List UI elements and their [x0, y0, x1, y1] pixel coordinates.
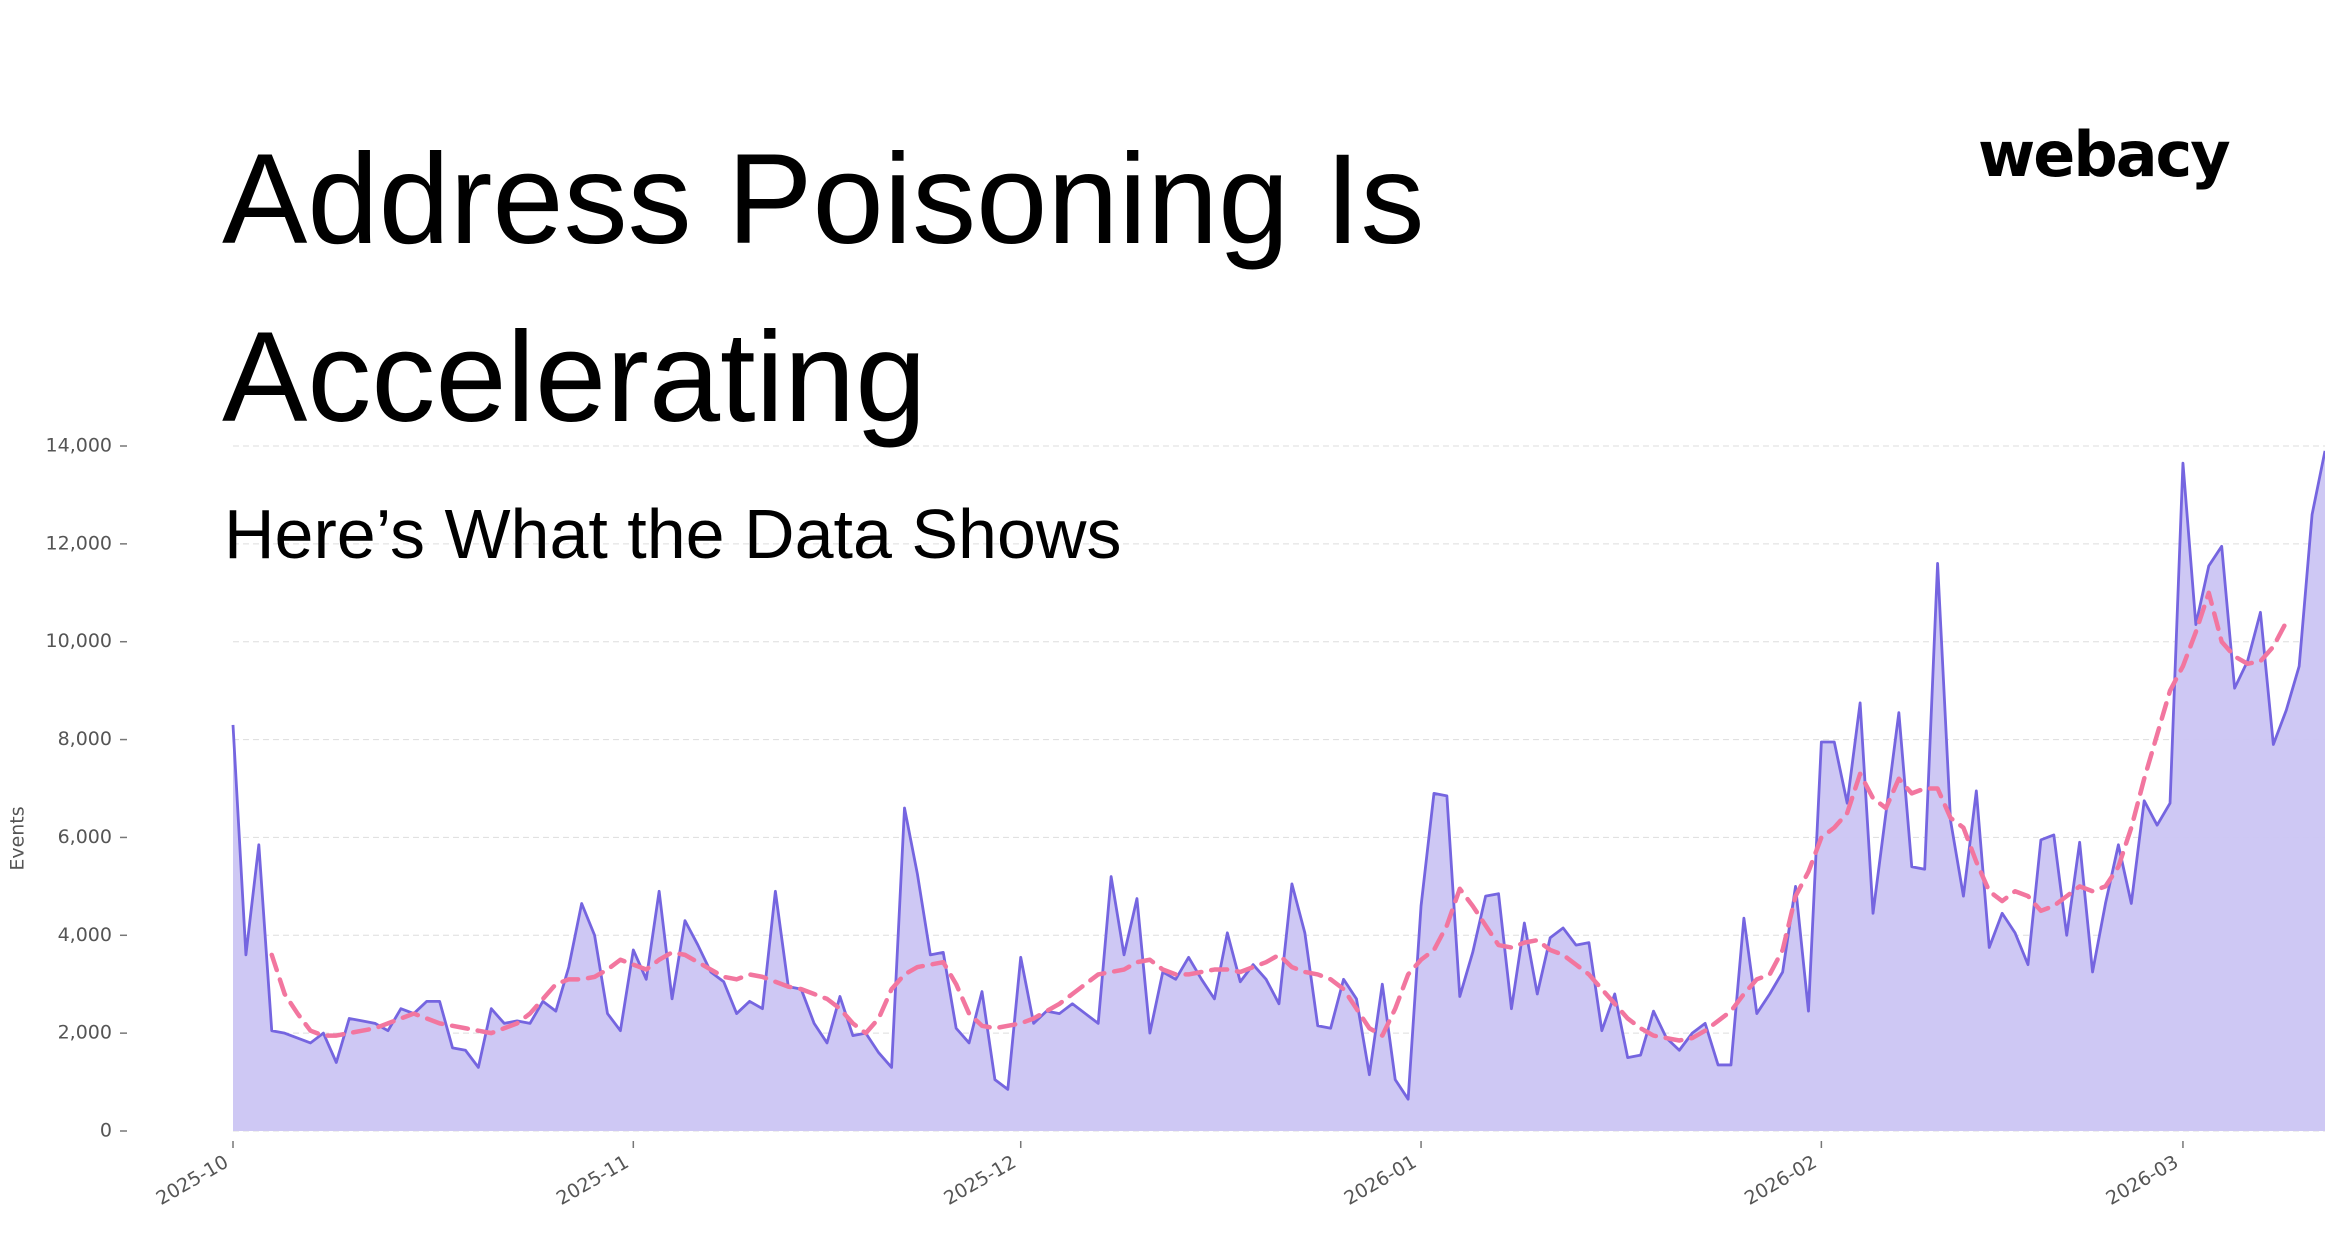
x-tick-label: 2026-02 [1741, 1151, 1821, 1210]
logo: webacy [1978, 118, 2231, 191]
y-tick-label: 10,000 [46, 630, 112, 652]
y-axis-label: Events [7, 806, 29, 870]
chart-title: Address Poisoning Is Accelerating [222, 128, 1425, 449]
x-tick-label: 2025-11 [553, 1151, 633, 1210]
moving-average-line [269, 590, 2289, 1043]
x-tick-label: 2025-10 [152, 1151, 232, 1210]
x-tick-label: 2025-12 [940, 1151, 1020, 1210]
y-tick-label: 8,000 [58, 728, 112, 750]
line [231, 450, 2325, 1101]
chart-subtitle: Here’s What the Data Shows [224, 495, 1122, 573]
y-tick-label: 0 [100, 1120, 112, 1142]
y-tick-label: 6,000 [58, 826, 112, 848]
y-tick-label: 2,000 [58, 1022, 112, 1044]
y-tick-label: 4,000 [58, 924, 112, 946]
y-tick-label: 12,000 [46, 532, 112, 554]
x-tick-label: 2026-01 [1341, 1151, 1421, 1210]
x-tick-label: 2026-03 [2102, 1151, 2182, 1210]
y-tick-label: 14,000 [46, 435, 112, 457]
